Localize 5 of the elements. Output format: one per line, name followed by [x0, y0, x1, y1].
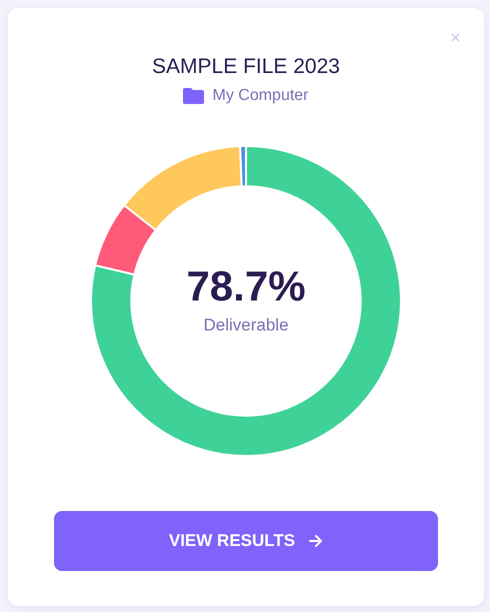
slice-label: Deliverable — [203, 316, 289, 335]
chart-title: SAMPLE FILE 2023 — [151, 55, 341, 79]
text: VIEW RESULTS — [168, 531, 296, 551]
chart-subtitle: My Computer — [212, 87, 309, 105]
data-label: 78.7% — [186, 262, 306, 310]
